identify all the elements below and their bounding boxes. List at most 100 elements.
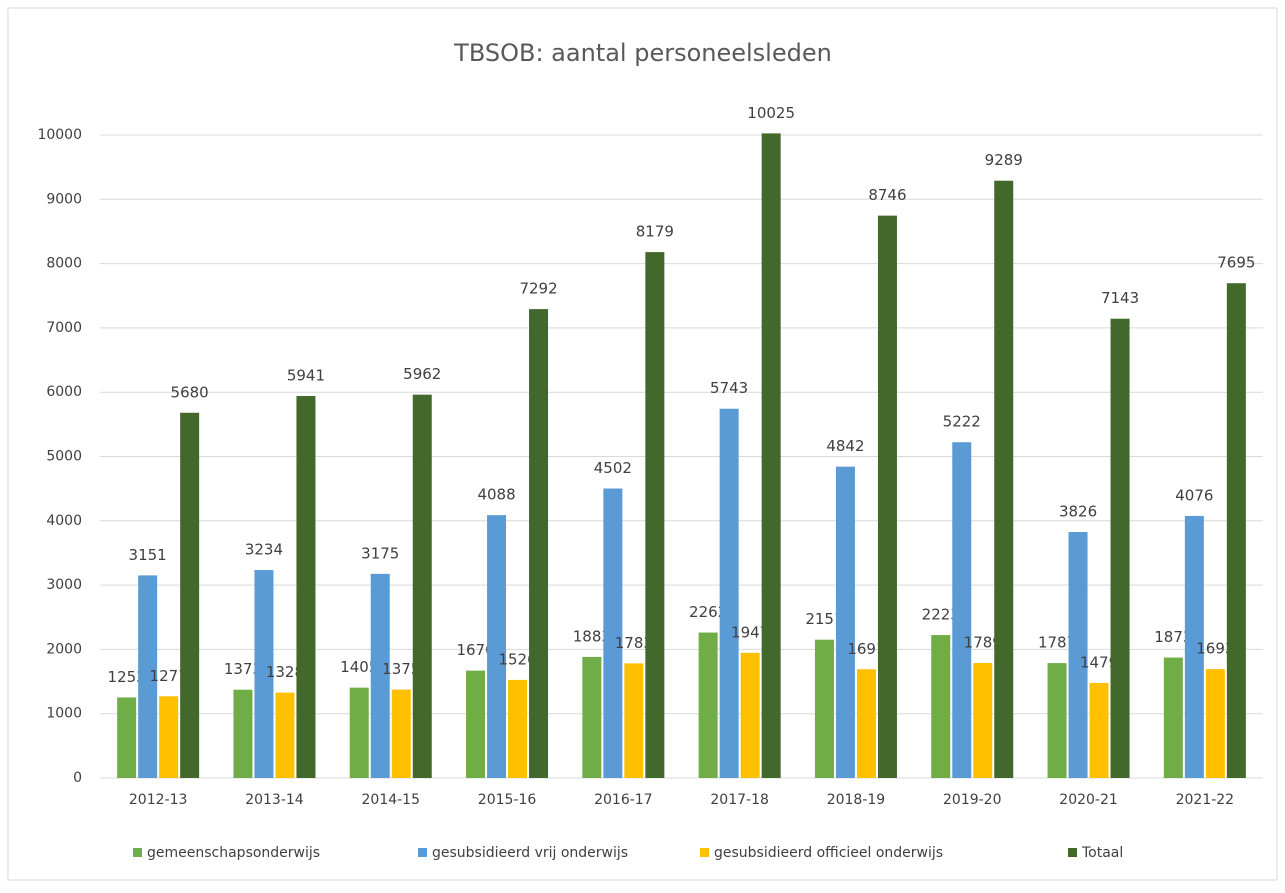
data-label: 5222: [943, 413, 981, 431]
chart-title: TBSOB: aantal personeelsleden: [453, 39, 832, 67]
bar: [1163, 657, 1183, 778]
x-tick-label: 2016-17: [594, 792, 653, 808]
bar: [254, 570, 274, 778]
data-label: 1947: [731, 623, 769, 641]
bar: [370, 573, 390, 778]
data-label: 4842: [826, 437, 864, 455]
data-label: 7143: [1101, 289, 1139, 307]
x-tick-label: 2021-22: [1176, 792, 1235, 808]
data-label: 2262: [689, 603, 727, 621]
data-label: 9289: [985, 151, 1023, 169]
data-label: 1526: [498, 650, 536, 668]
bar: [1068, 531, 1088, 778]
x-tick-label: 2015-16: [478, 792, 537, 808]
data-label: 5962: [403, 365, 441, 383]
bar: [412, 394, 432, 778]
data-label: 5743: [710, 379, 748, 397]
bar: [466, 670, 486, 778]
bar: [180, 412, 200, 778]
bar: [391, 689, 411, 778]
data-label: 2151: [805, 610, 843, 628]
data-label: 3826: [1059, 502, 1097, 520]
data-label: 3151: [129, 546, 167, 564]
bar: [138, 575, 158, 778]
data-label: 1253: [108, 668, 146, 686]
y-tick-label: 2000: [46, 641, 82, 657]
data-label: 1328: [266, 663, 304, 681]
bar: [931, 635, 951, 778]
legend-swatch: [418, 848, 427, 857]
bar: [1205, 669, 1225, 778]
bar: [952, 442, 972, 778]
legend-swatch: [700, 848, 709, 857]
y-tick-label: 7000: [46, 320, 82, 336]
data-label: 1373: [224, 660, 262, 678]
x-tick-label: 2017-18: [710, 792, 769, 808]
data-label: 1405: [340, 658, 378, 676]
data-label: 1783: [615, 634, 653, 652]
data-label: 5941: [287, 366, 325, 384]
data-label: 1691: [847, 640, 885, 658]
bar: [645, 252, 665, 778]
y-tick-label: 3000: [46, 577, 82, 593]
y-tick-label: 9000: [46, 191, 82, 207]
data-label: 1271: [150, 667, 188, 685]
x-tick-label: 2019-20: [943, 792, 1002, 808]
x-tick-label: 2012-13: [129, 792, 188, 808]
data-label: 1479: [1080, 653, 1118, 671]
bar: [582, 656, 602, 778]
data-label: 1873: [1154, 628, 1192, 646]
bar: [1226, 283, 1246, 778]
bar: [624, 663, 644, 778]
bar: [296, 395, 316, 778]
data-label: 2223: [922, 606, 960, 624]
y-tick-label: 1000: [46, 706, 82, 722]
bar: [508, 679, 528, 778]
data-label: 1883: [573, 627, 611, 645]
data-label: 1693: [1196, 640, 1234, 658]
data-label: 1787: [1038, 634, 1076, 652]
bar: [1110, 318, 1130, 778]
x-tick-label: 2014-15: [362, 792, 421, 808]
bar: [275, 692, 295, 778]
bar: [835, 466, 855, 778]
legend-label: Totaal: [1081, 845, 1123, 861]
y-tick-label: 0: [73, 770, 82, 786]
bar: [1184, 515, 1204, 778]
bar: [973, 662, 993, 778]
data-label: 10025: [747, 104, 795, 122]
x-tick-label: 2018-19: [827, 792, 886, 808]
data-label: 4088: [477, 486, 515, 504]
data-label: 3175: [361, 544, 399, 562]
bar: [117, 697, 137, 778]
data-label: 4076: [1175, 486, 1213, 504]
bar: [698, 632, 718, 778]
bar: [159, 696, 179, 778]
data-label: 1670: [456, 641, 494, 659]
bar: [529, 309, 549, 778]
bar: [233, 689, 253, 778]
y-tick-label: 4000: [46, 513, 82, 529]
bar: [994, 180, 1014, 779]
legend-label: gemeenschapsonderwijs: [147, 845, 320, 861]
x-tick-label: 2020-21: [1059, 792, 1118, 808]
legend-swatch: [1068, 848, 1077, 857]
data-label: 4502: [594, 459, 632, 477]
data-label: 8746: [868, 186, 906, 204]
y-tick-label: 6000: [46, 384, 82, 400]
bar: [856, 669, 876, 778]
bar: [349, 687, 369, 778]
y-tick-label: 8000: [46, 256, 82, 272]
bar: [719, 408, 739, 778]
bar: [1089, 682, 1109, 778]
bar: [877, 215, 897, 778]
data-label: 7695: [1217, 254, 1255, 272]
bar: [814, 639, 834, 778]
data-label: 7292: [519, 280, 557, 298]
data-label: 3234: [245, 541, 283, 559]
bar: [487, 515, 507, 778]
x-tick-label: 2013-14: [245, 792, 304, 808]
data-label: 8179: [636, 223, 674, 241]
y-tick-label: 10000: [37, 127, 82, 143]
